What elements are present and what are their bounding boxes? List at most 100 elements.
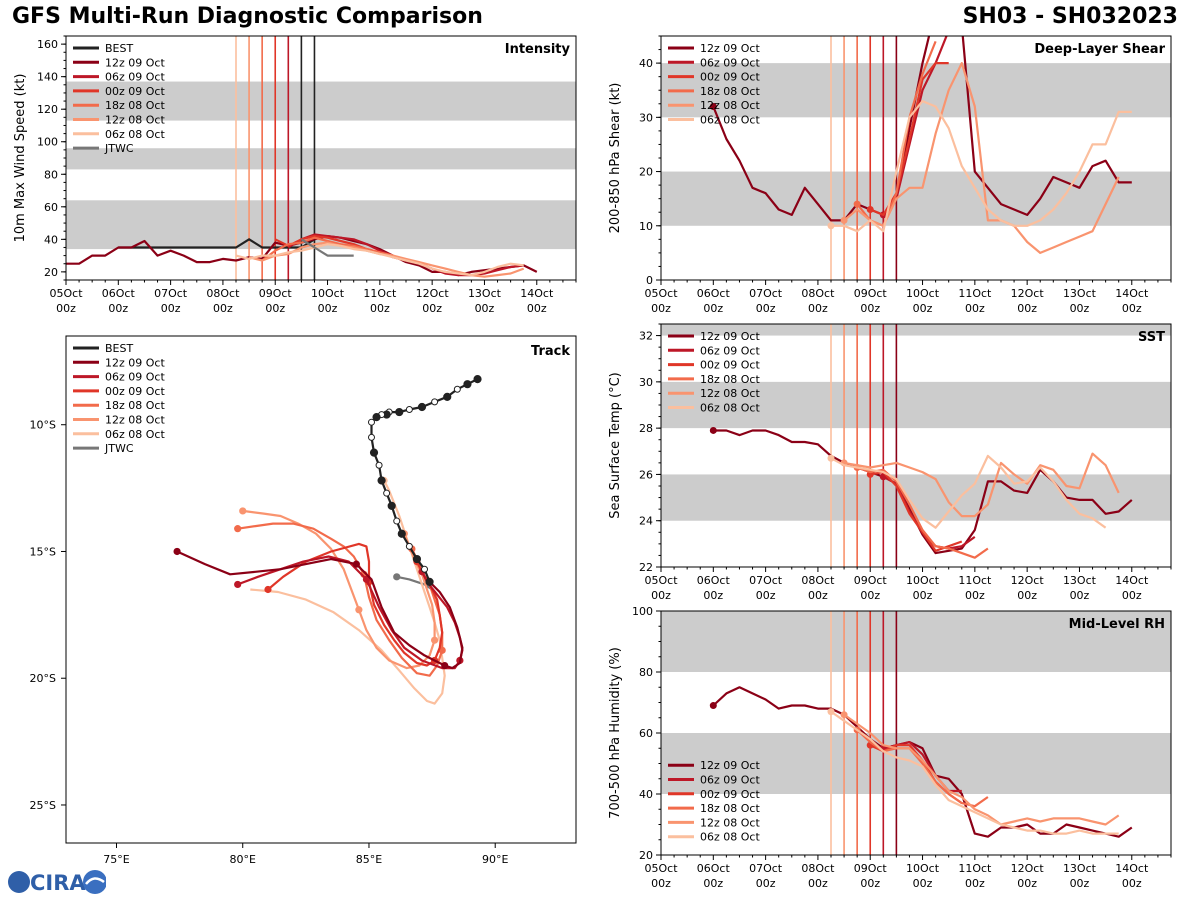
track-xtick-label: 75°E <box>103 853 129 866</box>
shear-legend-label: 00z 09 Oct <box>700 71 760 84</box>
shear-series-r12z09 <box>712 36 1132 222</box>
intensity-ytick-label: 160 <box>37 38 58 51</box>
shear-xtick-label: 05Oct <box>644 287 678 300</box>
rh-legend-label: 12z 08 Oct <box>700 816 760 829</box>
shear-xtick-sublabel: 00z <box>756 302 776 315</box>
sst-legend-label: 18z 08 Oct <box>700 373 760 386</box>
shear-series-r00z09 <box>869 61 949 216</box>
track-legend-label: 06z 08 Oct <box>105 428 165 441</box>
track-frame <box>65 335 577 844</box>
track-best-point <box>372 413 381 422</box>
shear-series-start-r00z09 <box>866 206 874 214</box>
shear-series-start-r18z08 <box>853 200 861 208</box>
shear-xtick-sublabel: 00z <box>1017 302 1037 315</box>
intensity-legend-label: 06z 09 Oct <box>105 71 165 84</box>
shear-xtick-label: 12Oct <box>1011 287 1045 300</box>
shear-legend-label: 12z 09 Oct <box>700 42 760 55</box>
intensity-xtick-label: 11Oct <box>363 287 397 300</box>
sst-legend-label: 06z 08 Oct <box>700 402 760 415</box>
track-legend-label: 06z 09 Oct <box>105 371 165 384</box>
intensity-legend-label: 12z 09 Oct <box>105 56 165 69</box>
track-best-point <box>375 461 383 469</box>
track-point-r12z08 <box>239 507 247 515</box>
rh-xtick-sublabel: 00z <box>913 877 933 890</box>
intensity-xtick-label: 14Oct <box>520 287 554 300</box>
track-legend-label: 12z 08 Oct <box>105 414 165 427</box>
storm-id-label: SH03 - SH032023 <box>962 4 1178 29</box>
rh-xtick-sublabel: 00z <box>808 877 828 890</box>
rh-xtick-sublabel: 00z <box>860 877 880 890</box>
intensity-xtick-label: 08Oct <box>206 287 240 300</box>
intensity-xtick-sublabel: 00z <box>422 302 442 315</box>
rh-legend-label: 12z 09 Oct <box>700 759 760 772</box>
shear-xtick-label: 06Oct <box>697 287 731 300</box>
intensity-band-1 <box>66 148 576 170</box>
intensity-xtick-sublabel: 00z <box>213 302 233 315</box>
rh-ytick-label: 80 <box>639 666 653 679</box>
rh-xtick-sublabel: 00z <box>1070 877 1090 890</box>
track-best-point <box>367 418 375 426</box>
intensity-xtick-label: 13Oct <box>468 287 502 300</box>
intensity-ylabel: 10m Max Wind Speed (kt) <box>13 74 28 243</box>
intensity-xtick-sublabel: 00z <box>527 302 547 315</box>
shear-xtick-label: 07Oct <box>749 287 783 300</box>
shear-series-start-r06z08 <box>827 222 835 230</box>
sst-series-r06z08 <box>830 454 1107 529</box>
sst-series-r12z08 <box>843 452 1120 518</box>
track-series-r18z08 <box>237 522 444 677</box>
track-xtick-label: 90°E <box>482 853 508 866</box>
shear-xtick-label: 13Oct <box>1063 287 1097 300</box>
rh-xtick-sublabel: 00z <box>756 877 776 890</box>
track-best-point <box>405 406 413 414</box>
track-legend-label: 00z 09 Oct <box>105 385 165 398</box>
intensity-xtick-sublabel: 00z <box>370 302 390 315</box>
track-xtick-label: 80°E <box>230 853 256 866</box>
intensity-series-r18z08 <box>261 236 394 262</box>
track-ytick-label: 25°S <box>30 799 56 812</box>
track-legend-label: 18z 08 Oct <box>105 399 165 412</box>
intensity-xtick-sublabel: 00z <box>318 302 338 315</box>
shear-ytick-label: 30 <box>639 111 653 124</box>
sst-xtick-label: 13Oct <box>1063 574 1097 587</box>
intensity-title: Intensity <box>505 42 571 57</box>
rh-series-start-r12z08 <box>840 711 848 719</box>
sst-ytick-label: 26 <box>639 468 653 481</box>
track-best-point <box>463 380 472 389</box>
track-best-point <box>473 374 482 384</box>
track-series-r12z08 <box>242 509 436 670</box>
intensity-legend-label: JTWC <box>104 142 134 155</box>
rh-series-start-r06z08 <box>827 708 835 716</box>
rh-legend-label: 06z 08 Oct <box>700 831 760 844</box>
rh-xtick-label: 13Oct <box>1063 862 1097 875</box>
shear-series-r06z08 <box>831 99 1132 233</box>
intensity-xtick-label: 06Oct <box>102 287 136 300</box>
intensity-legend-label: BEST <box>105 42 133 55</box>
rh-xtick-label: 11Oct <box>958 862 992 875</box>
sst-band-2 <box>661 324 1171 336</box>
sst-xtick-label: 06Oct <box>697 574 731 587</box>
sst-xtick-sublabel: 00z <box>965 589 985 602</box>
intensity-ytick-label: 20 <box>44 266 58 279</box>
track-series-r06z08 <box>250 480 446 705</box>
track-legend-label: JTWC <box>104 442 134 455</box>
shear-xtick-sublabel: 00z <box>913 302 933 315</box>
shear-ylabel: 200-850 hPa Shear (kt) <box>608 83 623 234</box>
rh-title: Mid-Level RH <box>1069 617 1165 632</box>
intensity-legend-label: 00z 09 Oct <box>105 85 165 98</box>
shear-series-start-r12z08 <box>840 216 848 224</box>
intensity-ytick-label: 100 <box>37 136 58 149</box>
rh-xtick-sublabel: 00z <box>651 877 671 890</box>
cira-globe-icon <box>8 871 30 893</box>
intensity-band-2 <box>66 81 576 121</box>
shear-ytick-label: 40 <box>639 57 653 70</box>
rh-xtick-label: 14Oct <box>1115 862 1149 875</box>
rh-ytick-label: 40 <box>639 788 653 801</box>
shear-xtick-label: 10Oct <box>906 287 940 300</box>
sst-ylabel: Sea Surface Temp (°C) <box>608 372 623 519</box>
sst-ytick-label: 28 <box>639 422 653 435</box>
rh-xtick-label: 10Oct <box>906 862 940 875</box>
shear-legend-label: 06z 09 Oct <box>700 56 760 69</box>
sst-ytick-label: 30 <box>639 376 653 389</box>
sst-band-1 <box>661 381 1171 429</box>
